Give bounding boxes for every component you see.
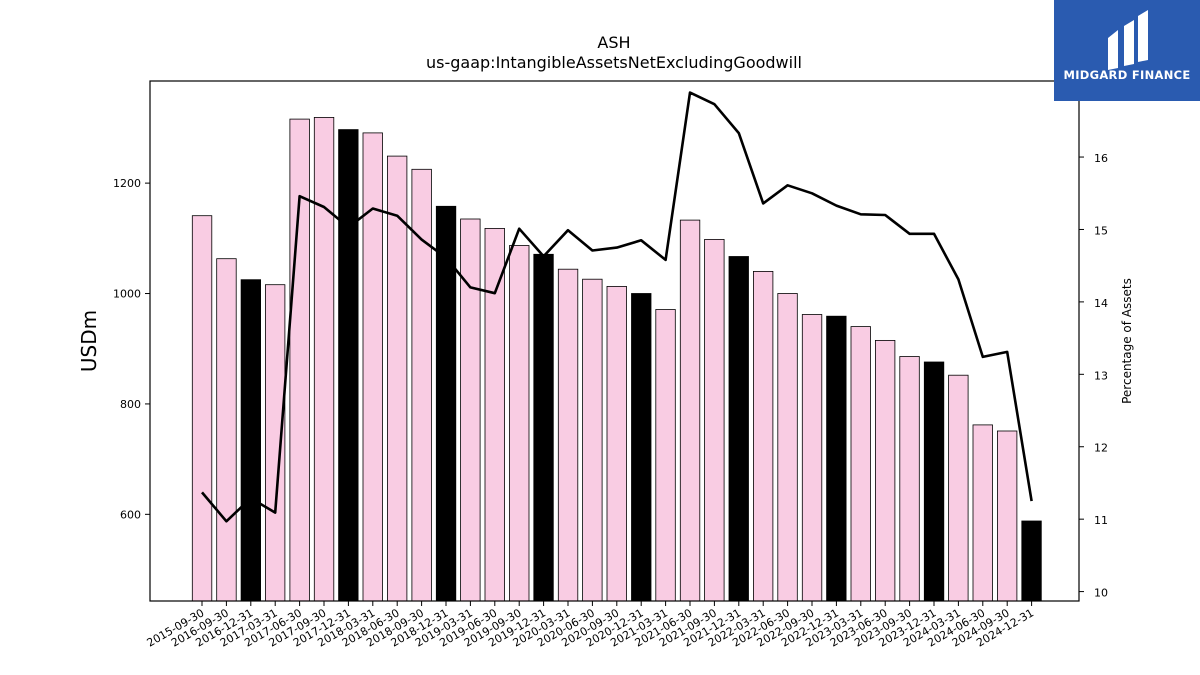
bar-2017-03-31 xyxy=(264,284,286,602)
bar-2019-12-31 xyxy=(533,253,554,602)
y2-axis-ticks: 10 11 12 13 14 15 16 xyxy=(1079,152,1108,600)
bar-series xyxy=(191,117,1042,602)
y-axis-label: USDm xyxy=(77,310,101,372)
y2-tick-label: 12 xyxy=(1094,442,1108,455)
bar-2015-09-30 xyxy=(191,215,213,602)
y2-axis-label: Percentage of Assets xyxy=(1120,278,1134,404)
bar-2020-09-30 xyxy=(606,285,627,602)
x-axis-ticks: 2015-09-302016-09-302016-12-312017-03-31… xyxy=(145,601,1036,650)
bar-2019-06-30 xyxy=(484,227,505,602)
bar-2021-03-31 xyxy=(655,309,676,602)
y2-tick-label: 10 xyxy=(1094,587,1108,600)
y-tick-label: 1200 xyxy=(113,177,141,190)
bar-2020-12-31 xyxy=(631,293,652,602)
chart-title: ASH xyxy=(597,33,630,52)
bar-2016-09-30 xyxy=(216,258,237,602)
bar-2022-09-30 xyxy=(801,314,823,602)
bar-2017-12-31 xyxy=(338,129,359,602)
bar-2023-12-31 xyxy=(923,361,945,602)
bar-2023-06-30 xyxy=(875,339,896,602)
bar-2024-03-31 xyxy=(948,374,969,602)
bar-2017-09-30 xyxy=(313,117,335,602)
bar-2017-06-30 xyxy=(289,118,310,602)
bar-2018-03-31 xyxy=(362,132,383,602)
plot-frame xyxy=(149,80,1080,602)
bar-2020-06-30 xyxy=(582,278,603,602)
y2-tick-label: 11 xyxy=(1094,514,1108,527)
y-tick-label: 600 xyxy=(120,508,141,521)
bar-2021-12-31 xyxy=(728,256,749,602)
y-axis-ticks: 600 800 1000 1200 xyxy=(113,177,150,521)
bar-2021-09-30 xyxy=(704,238,725,602)
bar-2024-09-30 xyxy=(997,430,1018,602)
bar-2020-03-31 xyxy=(557,268,579,602)
bar-2019-03-31 xyxy=(460,218,481,602)
midgard-logo-icon xyxy=(1108,10,1148,70)
y-tick-label: 800 xyxy=(120,398,141,411)
y2-tick-label: 13 xyxy=(1094,369,1108,382)
bar-2024-12-31 xyxy=(1021,520,1042,602)
bar-2024-06-30 xyxy=(972,424,993,602)
bar-2021-06-30 xyxy=(679,219,701,602)
bar-2022-03-31 xyxy=(753,270,774,602)
brand-logo: MIDGARD FINANCE xyxy=(1054,0,1200,101)
logo-wordmark: MIDGARD FINANCE xyxy=(1063,68,1191,82)
percentage-line xyxy=(201,91,1033,523)
bar-2016-12-31 xyxy=(240,279,262,602)
bar-2019-09-30 xyxy=(509,245,530,602)
y2-tick-label: 16 xyxy=(1094,152,1108,165)
bar-2023-09-30 xyxy=(899,356,920,602)
y2-tick-label: 15 xyxy=(1094,224,1108,237)
chart-subtitle: us-gaap:IntangibleAssetsNetExcludingGood… xyxy=(426,53,802,72)
bar-2023-03-31 xyxy=(850,326,871,602)
y2-tick-label: 14 xyxy=(1094,297,1108,310)
y-tick-label: 1000 xyxy=(113,288,141,301)
bar-2022-06-30 xyxy=(777,293,798,602)
bar-2022-12-31 xyxy=(826,315,847,602)
